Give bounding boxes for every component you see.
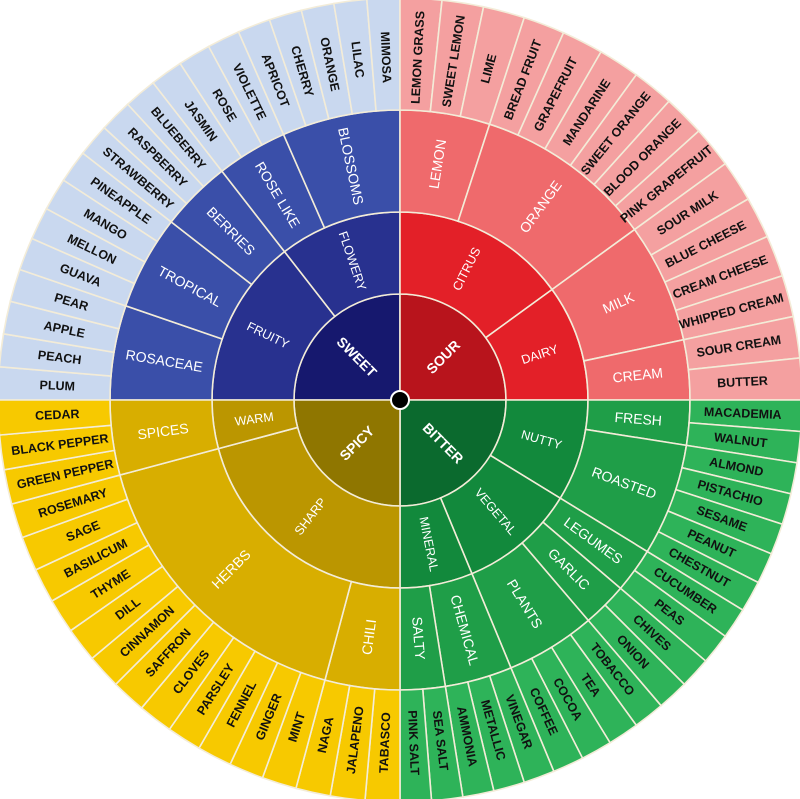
flavor-label: PINK SALT (405, 710, 422, 776)
flavor-label: MACADEMIA (704, 405, 782, 422)
group-label: LEMON (426, 138, 450, 190)
group-label: SPICES (137, 420, 190, 443)
flavor-label: PLUM (39, 378, 75, 393)
group-label: CHILI (359, 618, 380, 656)
flavor-label: WALNUT (713, 430, 768, 450)
flavor-label: LEMON GRASS (409, 11, 428, 105)
flavor-label: LILAC (348, 41, 366, 79)
center-dot (390, 390, 410, 410)
group-label: CREAM (612, 364, 664, 385)
flavor-label: MIMOSA (378, 31, 394, 83)
flavor-label: PEACH (37, 348, 82, 367)
flavor-segment (0, 399, 112, 436)
flavor-label: CEDAR (35, 407, 80, 423)
category-label: WARM (234, 410, 275, 429)
group-label: SALTY (409, 616, 428, 661)
flavor-label: BUTTER (717, 374, 768, 391)
group-label: FRESH (614, 409, 663, 429)
flavor-label: TABASCO (377, 712, 394, 774)
